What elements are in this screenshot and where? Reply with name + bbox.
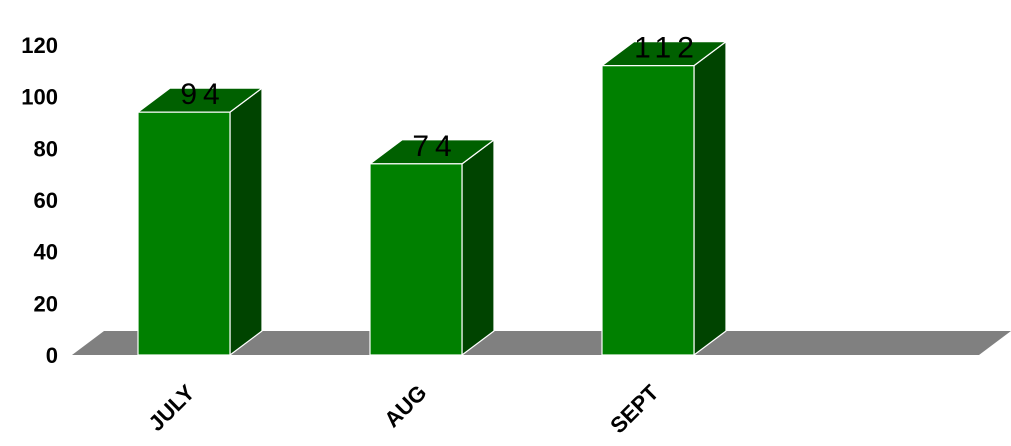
y-tick-label: 100 — [21, 85, 58, 110]
y-tick-label: 60 — [34, 188, 58, 213]
bar: 94 — [137, 78, 263, 356]
bar-front — [601, 65, 695, 356]
data-label: 94 — [180, 78, 225, 111]
bar: 74 — [369, 130, 495, 356]
bar: 112 — [601, 32, 727, 356]
chart-floor — [72, 331, 1011, 355]
chart-floor-layer — [72, 331, 1011, 355]
y-tick-label: 120 — [21, 33, 58, 58]
y-tick-label: 80 — [34, 136, 58, 161]
bar-side — [229, 87, 263, 356]
x-axis: JULY AUG SEPT — [144, 379, 664, 438]
data-label: 112 — [634, 32, 700, 65]
x-tick-label: SEPT — [605, 379, 664, 438]
y-tick-label: 20 — [34, 291, 58, 316]
bar-side — [461, 139, 495, 356]
bars: 94 74 112 — [137, 32, 727, 356]
y-tick-label: 0 — [46, 343, 58, 368]
bar-front — [137, 111, 231, 356]
y-axis: 0 20 40 60 80 100 120 — [21, 33, 58, 368]
x-tick-label: JULY — [144, 380, 200, 436]
x-tick-label: AUG — [379, 380, 431, 432]
bar-front — [369, 163, 463, 356]
bar-side — [693, 41, 727, 356]
data-label: 74 — [412, 130, 457, 163]
y-tick-label: 40 — [34, 240, 58, 265]
